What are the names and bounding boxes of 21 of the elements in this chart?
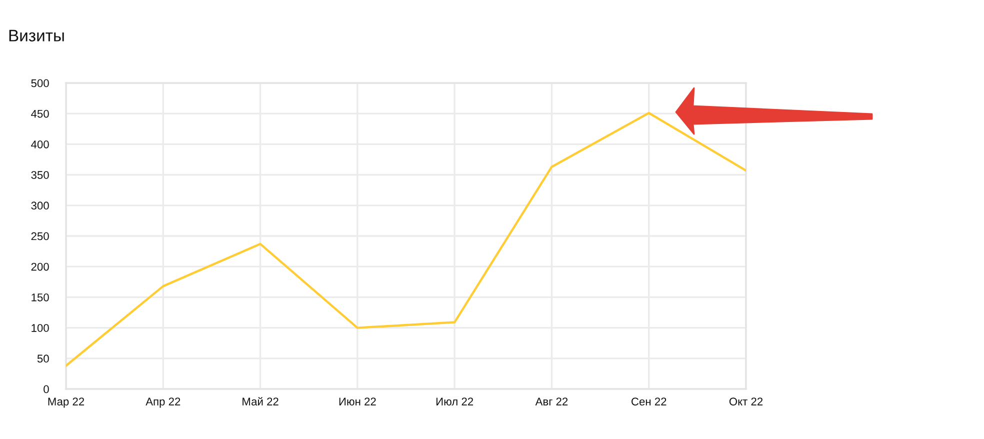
x-tick-label: Июн 22 <box>339 398 376 406</box>
x-tick-label: Июл 22 <box>436 398 474 406</box>
y-tick-label: 350 <box>31 171 49 179</box>
x-tick-label: Авг 22 <box>535 398 568 406</box>
line-series <box>66 112 746 367</box>
y-tick-label: 450 <box>31 110 49 118</box>
x-tick-label: Апр 22 <box>146 398 180 408</box>
y-tick-label: 150 <box>32 293 49 302</box>
y-tick-label: 50 <box>37 354 49 363</box>
y-tick-label: 250 <box>31 232 49 240</box>
y-tick-label: 0 <box>44 385 49 394</box>
y-tick-label: 300 <box>31 202 49 210</box>
x-tick-label: Окт 22 <box>729 398 763 406</box>
y-tick-label: 100 <box>32 324 49 332</box>
x-tick-label: Май 22 <box>242 397 278 406</box>
y-tick-label: 500 <box>31 79 49 88</box>
chart-title: Визиты <box>9 30 64 42</box>
x-tick-label: Мар 22 <box>48 398 84 408</box>
y-tick-label: 200 <box>31 262 49 271</box>
x-tick-label: Сен 22 <box>632 398 666 406</box>
y-tick-label: 400 <box>31 140 49 148</box>
